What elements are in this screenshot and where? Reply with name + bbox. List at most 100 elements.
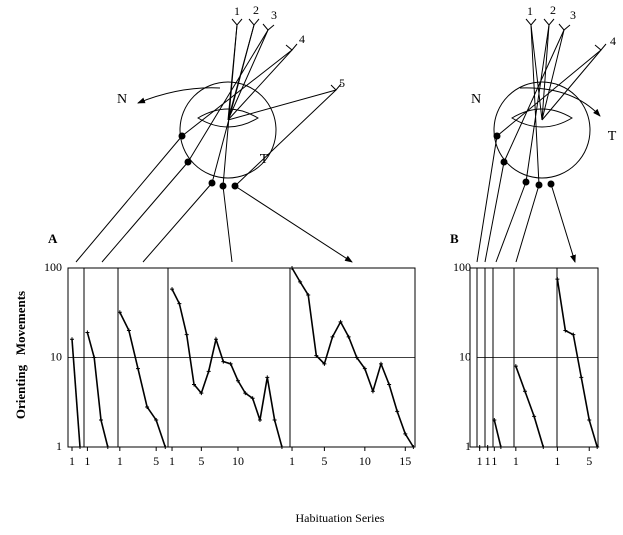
eye-diagram-b: [476, 18, 607, 262]
data-point: [322, 361, 327, 366]
data-point: [279, 445, 284, 449]
data-point: [571, 332, 576, 337]
data-point: [379, 361, 384, 366]
data-point: [70, 337, 74, 342]
electrode-label: 3: [271, 8, 277, 22]
data-point: [330, 334, 335, 339]
x-tick-label: 1: [513, 454, 519, 468]
data-line: [493, 419, 502, 448]
data-point: [555, 277, 560, 282]
data-point: [306, 292, 311, 297]
x-tick-label: 1: [485, 454, 491, 468]
data-point: [154, 418, 159, 423]
data-point: [145, 404, 150, 409]
y-tick-label: 100: [453, 260, 471, 274]
data-point: [387, 382, 392, 387]
electrode-label: 2: [253, 3, 259, 17]
data-line: [171, 288, 283, 448]
panel-label: A: [48, 231, 58, 246]
y-tick-label: 1: [56, 439, 62, 453]
data-point: [498, 445, 503, 449]
data-point: [257, 418, 262, 423]
nasal-label: N: [117, 92, 127, 107]
x-tick-label: 10: [232, 454, 244, 468]
nasal-label: N: [471, 92, 481, 107]
data-point: [272, 418, 277, 423]
data-point: [170, 287, 175, 292]
data-point: [99, 418, 103, 423]
x-tick-label: 1: [289, 454, 295, 468]
data-point: [314, 353, 319, 358]
electrode-label: 1: [527, 4, 533, 18]
electrode-label: 4: [610, 34, 616, 48]
electrode-label: 2: [550, 3, 556, 17]
x-tick-label: 1: [117, 454, 123, 468]
panel-label: B: [450, 231, 459, 246]
data-point: [199, 391, 204, 396]
data-point: [105, 445, 110, 449]
data-point: [477, 445, 482, 449]
temporal-label: T: [260, 152, 269, 167]
x-tick-label: 1: [491, 454, 497, 468]
data-point: [192, 382, 197, 387]
data-point: [126, 328, 131, 333]
data-line: [86, 332, 109, 448]
eye-diagram-a: [75, 18, 352, 262]
data-point: [411, 445, 416, 449]
data-point: [136, 366, 140, 371]
x-tick-label: 5: [153, 454, 159, 468]
data-point: [522, 389, 527, 394]
data-point: [177, 301, 182, 306]
data-line: [515, 365, 545, 448]
x-tick-label: 1: [169, 454, 175, 468]
data-point: [206, 369, 211, 374]
data-point: [541, 445, 546, 449]
electrode-label: 3: [570, 8, 576, 22]
electrode-label: 1: [234, 4, 240, 18]
x-tick-label: 10: [359, 454, 371, 468]
data-point: [290, 266, 295, 270]
data-point: [221, 359, 226, 364]
y-tick-label: 1: [465, 439, 471, 453]
data-line: [119, 311, 167, 448]
electrode-label: 4: [299, 32, 305, 46]
x-tick-label: 5: [198, 454, 204, 468]
data-point: [265, 375, 270, 380]
data-point: [338, 319, 343, 324]
y-axis-label: Orienting Movements: [13, 291, 28, 419]
data-point: [362, 366, 367, 371]
x-tick-label: 5: [586, 454, 592, 468]
data-point: [485, 445, 490, 449]
x-tick-label: 1: [69, 454, 75, 468]
y-tick-label: 10: [459, 349, 471, 363]
electrode-label: 5: [339, 76, 345, 90]
data-point: [354, 355, 359, 360]
data-point: [595, 445, 600, 449]
data-point: [492, 418, 497, 423]
data-point: [532, 414, 537, 419]
data-line: [556, 279, 598, 448]
data-point: [117, 310, 122, 315]
data-point: [184, 332, 189, 337]
data-point: [78, 445, 82, 449]
y-tick-label: 100: [44, 260, 62, 274]
data-point: [235, 378, 240, 383]
data-point: [213, 337, 218, 342]
x-tick-label: 1: [84, 454, 90, 468]
data-point: [243, 391, 248, 396]
y-tick-label: 10: [50, 349, 62, 363]
data-point: [85, 330, 90, 335]
data-point: [228, 361, 233, 366]
x-axis-label: Habituation Series: [296, 511, 385, 525]
data-line: [291, 267, 415, 448]
x-tick-label: 1: [477, 454, 483, 468]
data-point: [298, 279, 303, 284]
data-point: [587, 418, 592, 423]
data-point: [163, 445, 168, 449]
data-point: [579, 375, 584, 380]
x-tick-label: 5: [321, 454, 327, 468]
data-point: [370, 389, 375, 394]
x-tick-label: 15: [399, 454, 411, 468]
data-point: [92, 355, 97, 360]
